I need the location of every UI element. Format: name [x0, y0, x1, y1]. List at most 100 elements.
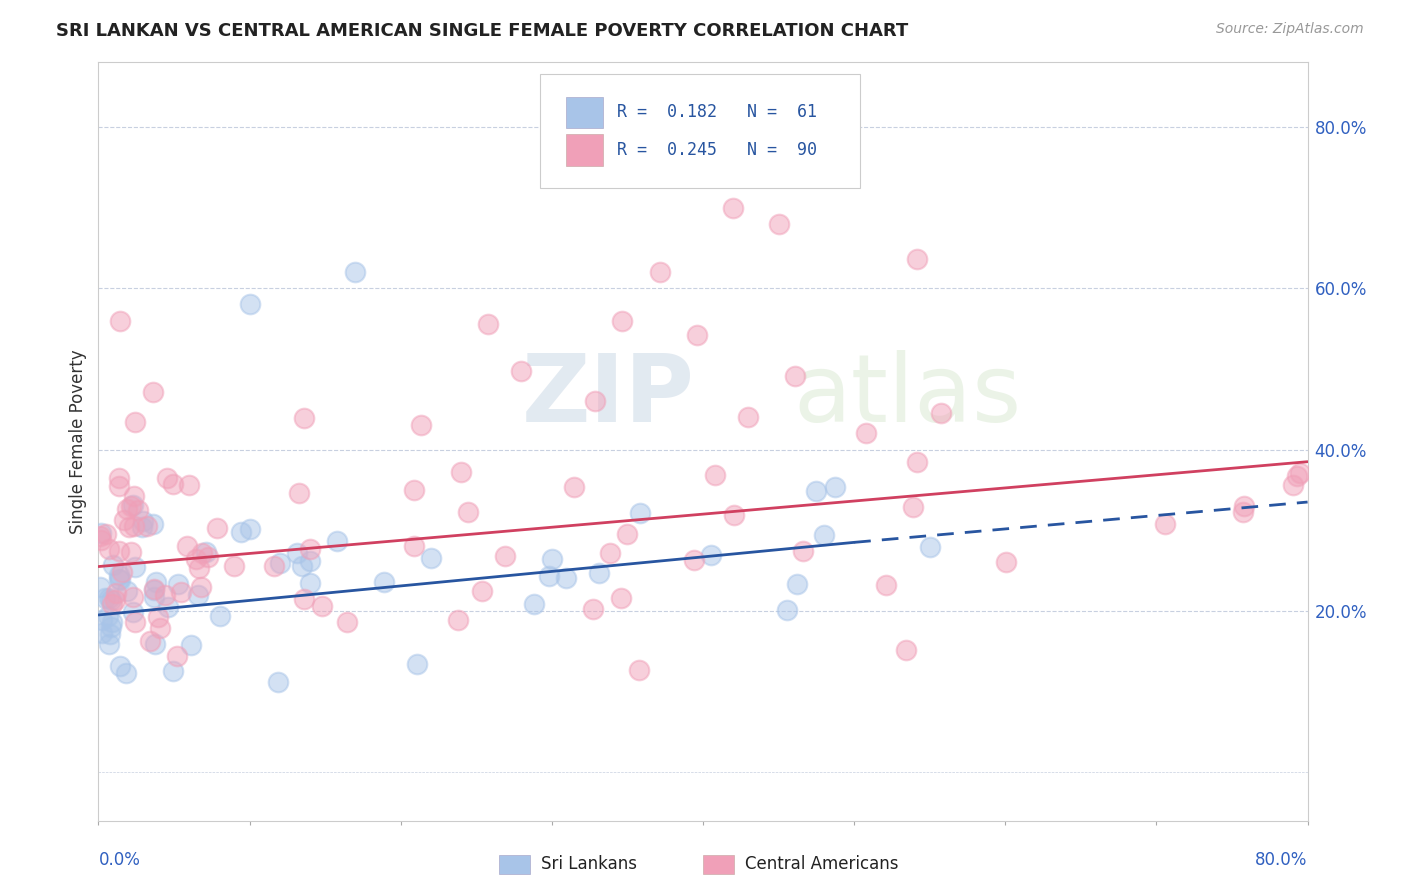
- Text: 80.0%: 80.0%: [1256, 851, 1308, 869]
- Point: [588, 566, 610, 580]
- Text: SRI LANKAN VS CENTRAL AMERICAN SINGLE FEMALE POVERTY CORRELATION CHART: SRI LANKAN VS CENTRAL AMERICAN SINGLE FE…: [56, 22, 908, 40]
- Point: [285, 546, 308, 560]
- Point: [166, 649, 188, 664]
- Point: [115, 665, 138, 680]
- Point: [628, 506, 651, 520]
- Point: [291, 559, 314, 574]
- Point: [311, 599, 333, 614]
- Point: [101, 615, 124, 630]
- Point: [703, 468, 725, 483]
- Point: [149, 620, 172, 634]
- Point: [477, 317, 499, 331]
- Point: [768, 217, 790, 231]
- Point: [135, 519, 157, 533]
- Point: [91, 613, 114, 627]
- Point: [115, 501, 138, 516]
- Point: [336, 615, 359, 630]
- Point: [994, 555, 1017, 569]
- Point: [409, 417, 432, 432]
- Point: [96, 608, 118, 623]
- Point: [540, 552, 562, 566]
- Point: [142, 385, 165, 400]
- Point: [373, 574, 395, 589]
- Point: [122, 498, 145, 512]
- Text: Source: ZipAtlas.com: Source: ZipAtlas.com: [1216, 22, 1364, 37]
- Point: [115, 583, 138, 598]
- Point: [132, 514, 155, 528]
- Point: [131, 520, 153, 534]
- Point: [686, 327, 709, 342]
- Point: [122, 489, 145, 503]
- Point: [267, 675, 290, 690]
- Point: [855, 425, 877, 440]
- Point: [292, 592, 315, 607]
- Point: [450, 465, 472, 479]
- Point: [494, 549, 516, 564]
- Point: [143, 582, 166, 597]
- Point: [90, 533, 112, 547]
- Point: [402, 539, 425, 553]
- Text: R =  0.245   N =  90: R = 0.245 N = 90: [617, 142, 817, 160]
- Point: [110, 573, 132, 587]
- Point: [167, 576, 190, 591]
- Point: [124, 615, 146, 629]
- Point: [1232, 505, 1254, 519]
- Point: [122, 518, 145, 533]
- Point: [562, 479, 585, 493]
- Point: [239, 297, 262, 311]
- Point: [457, 505, 479, 519]
- Point: [207, 521, 229, 535]
- Point: [786, 577, 808, 591]
- Point: [157, 600, 180, 615]
- Point: [110, 659, 132, 673]
- Point: [406, 657, 429, 672]
- Point: [298, 541, 321, 556]
- Point: [93, 591, 115, 605]
- Point: [610, 591, 633, 605]
- Point: [121, 605, 143, 619]
- Point: [98, 627, 121, 641]
- Point: [682, 553, 704, 567]
- Bar: [567, 96, 603, 128]
- Point: [177, 478, 200, 492]
- Point: [107, 479, 129, 493]
- Text: 0.0%: 0.0%: [98, 851, 141, 869]
- Point: [299, 576, 322, 591]
- Point: [700, 548, 723, 562]
- Point: [510, 364, 533, 378]
- Point: [162, 664, 184, 678]
- Point: [118, 520, 141, 534]
- Point: [299, 554, 322, 568]
- Point: [263, 559, 285, 574]
- Point: [1282, 478, 1305, 492]
- Point: [124, 559, 146, 574]
- Point: [142, 582, 165, 596]
- Point: [187, 588, 209, 602]
- Point: [107, 544, 129, 558]
- Point: [91, 625, 114, 640]
- Point: [143, 637, 166, 651]
- Text: R =  0.182   N =  61: R = 0.182 N = 61: [617, 103, 817, 121]
- Point: [523, 597, 546, 611]
- Text: ZIP: ZIP: [522, 350, 695, 442]
- Point: [112, 513, 135, 527]
- Point: [89, 529, 111, 543]
- Point: [191, 546, 214, 560]
- Point: [610, 314, 633, 328]
- Point: [420, 551, 443, 566]
- Point: [97, 591, 120, 606]
- Point: [1233, 500, 1256, 514]
- Point: [224, 558, 246, 573]
- Point: [184, 552, 207, 566]
- Point: [239, 522, 262, 536]
- Point: [208, 609, 231, 624]
- Point: [162, 476, 184, 491]
- Point: [180, 638, 202, 652]
- Y-axis label: Single Female Poverty: Single Female Poverty: [69, 350, 87, 533]
- Point: [905, 455, 928, 469]
- Point: [723, 508, 745, 522]
- Point: [108, 470, 131, 484]
- Text: Sri Lankans: Sri Lankans: [541, 855, 637, 873]
- Point: [156, 471, 179, 485]
- Point: [101, 598, 124, 612]
